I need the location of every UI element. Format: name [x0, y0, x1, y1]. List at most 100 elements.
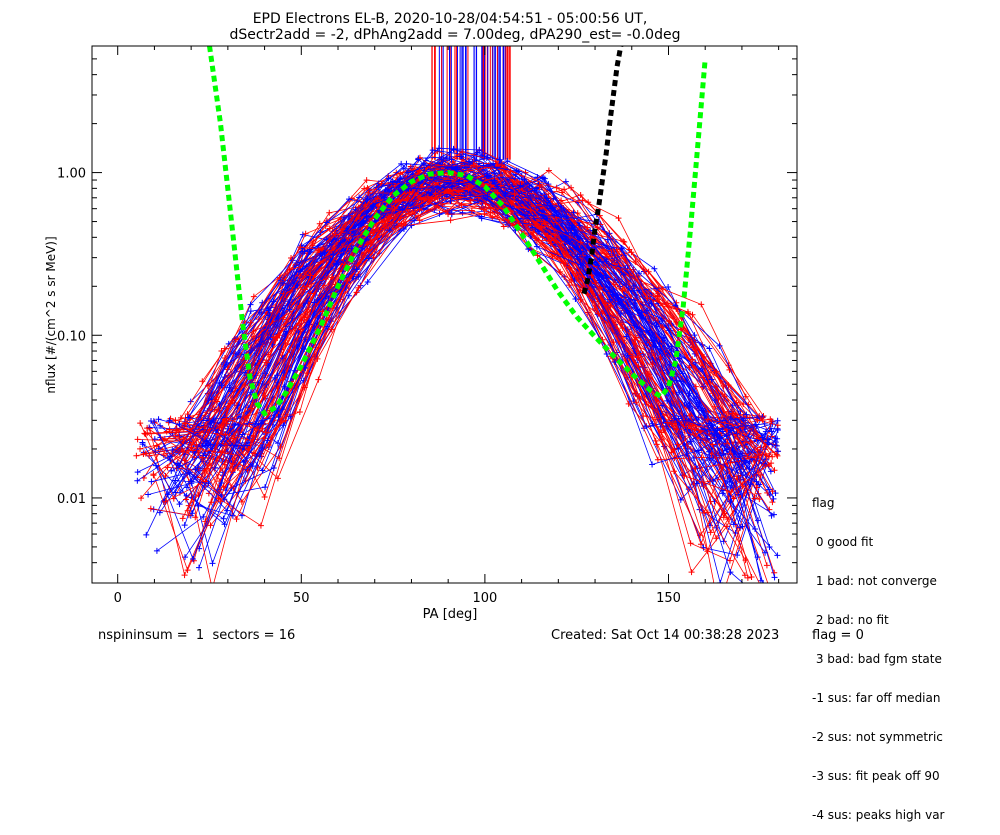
flux-point-marker: [610, 281, 617, 288]
flux-point-marker: [164, 491, 171, 498]
flux-point-marker: [304, 306, 311, 313]
flux-point-marker: [207, 441, 214, 448]
flux-point-marker: [698, 301, 705, 308]
flux-point-marker: [211, 406, 218, 413]
flux-point-marker: [141, 430, 148, 437]
flux-point-marker: [752, 454, 759, 461]
flux-point-marker: [737, 524, 744, 531]
flux-point-marker: [298, 242, 305, 249]
flux-point-marker: [163, 428, 170, 435]
flux-point-marker: [609, 291, 616, 298]
flux-point-marker: [370, 229, 377, 236]
flux-point-marker: [228, 388, 235, 395]
flux-point-marker: [356, 194, 363, 201]
y-tick-label: 0.10: [57, 329, 86, 344]
flux-point-marker: [148, 478, 155, 485]
flux-point-marker: [341, 261, 348, 268]
flux-point-marker: [453, 195, 460, 202]
flux-point-marker: [365, 255, 372, 262]
flux-point-marker: [596, 256, 603, 263]
flux-point-marker: [635, 363, 642, 370]
flux-point-marker: [224, 507, 231, 514]
flux-point-marker: [404, 169, 411, 176]
green-fit-curve: [207, 46, 708, 417]
flux-point-marker: [674, 441, 681, 448]
flux-point-marker: [715, 395, 722, 402]
flux-point-marker: [458, 153, 465, 160]
flux-point-marker: [152, 462, 159, 469]
flux-point-marker: [458, 202, 465, 209]
legend-item: 0 good fit: [812, 535, 874, 549]
flux-point-marker: [568, 184, 575, 191]
flux-point-marker: [711, 403, 718, 410]
flux-point-marker: [274, 407, 281, 414]
flux-point-marker: [247, 308, 254, 315]
flux-point-marker: [500, 223, 507, 230]
flux-point-marker: [760, 413, 767, 420]
flux-point-marker: [577, 239, 584, 246]
flux-point-marker: [768, 418, 775, 425]
flux-point-marker: [323, 219, 330, 226]
flux-point-marker: [239, 431, 246, 438]
flux-point-marker: [324, 323, 331, 330]
flux-point-marker: [705, 416, 712, 423]
flux-point-marker: [704, 509, 711, 516]
flux-point-marker: [773, 451, 780, 458]
flux-point-marker: [558, 197, 565, 204]
flux-point-marker: [180, 435, 187, 442]
flux-point-marker: [241, 414, 248, 421]
flux-point-marker: [346, 196, 353, 203]
flux-point-marker: [687, 422, 694, 429]
flux-point-marker: [719, 428, 726, 435]
flux-point-marker: [759, 416, 766, 423]
flux-point-marker: [247, 405, 254, 412]
flux-point-marker: [184, 411, 191, 418]
flux-point-marker: [274, 475, 281, 482]
flux-point-marker: [365, 189, 372, 196]
flux-point-marker: [729, 402, 736, 409]
flux-point-marker: [698, 454, 705, 461]
flux-point-marker: [448, 210, 455, 217]
flux-trace: [173, 158, 745, 553]
flux-point-marker: [557, 268, 564, 275]
flux-point-marker: [762, 428, 769, 435]
flux-point-marker: [438, 155, 445, 162]
flux-point-marker: [200, 513, 207, 520]
flux-point-marker: [445, 211, 452, 218]
flux-point-marker: [507, 168, 514, 175]
flux-point-marker: [185, 414, 192, 421]
flux-point-marker: [398, 160, 405, 167]
flux-point-marker: [752, 525, 759, 532]
flux-point-marker: [677, 496, 684, 503]
flux-point-marker: [233, 516, 240, 523]
flux-point-marker: [244, 442, 251, 449]
fit-curves: [207, 46, 708, 417]
flux-point-marker: [304, 298, 311, 305]
flux-point-marker: [432, 190, 439, 197]
flux-point-marker: [172, 477, 179, 484]
flux-point-marker: [706, 345, 713, 352]
flux-point-marker: [625, 400, 632, 407]
flux-point-marker: [327, 256, 334, 263]
flux-point-marker: [188, 480, 195, 487]
legend-item: -3 sus: fit peak off 90: [812, 769, 940, 783]
flux-point-marker: [304, 370, 311, 377]
flux-point-marker: [692, 383, 699, 390]
flux-point-marker: [487, 209, 494, 216]
flux-point-marker: [144, 425, 151, 432]
flux-point-marker: [363, 177, 370, 184]
flux-point-marker: [196, 564, 203, 571]
flux-point-marker: [298, 317, 305, 324]
flux-trace: [219, 149, 758, 501]
flux-point-marker: [640, 413, 647, 420]
flux-point-marker: [670, 387, 677, 394]
flux-trace: [169, 175, 765, 442]
flux-point-marker: [707, 529, 714, 536]
flux-trace: [144, 191, 743, 454]
flux-point-marker: [189, 447, 196, 454]
flux-point-marker: [256, 341, 263, 348]
flux-point-marker: [755, 517, 762, 524]
flux-point-marker: [719, 490, 726, 497]
flux-point-marker: [353, 289, 360, 296]
flux-point-marker: [261, 392, 268, 399]
